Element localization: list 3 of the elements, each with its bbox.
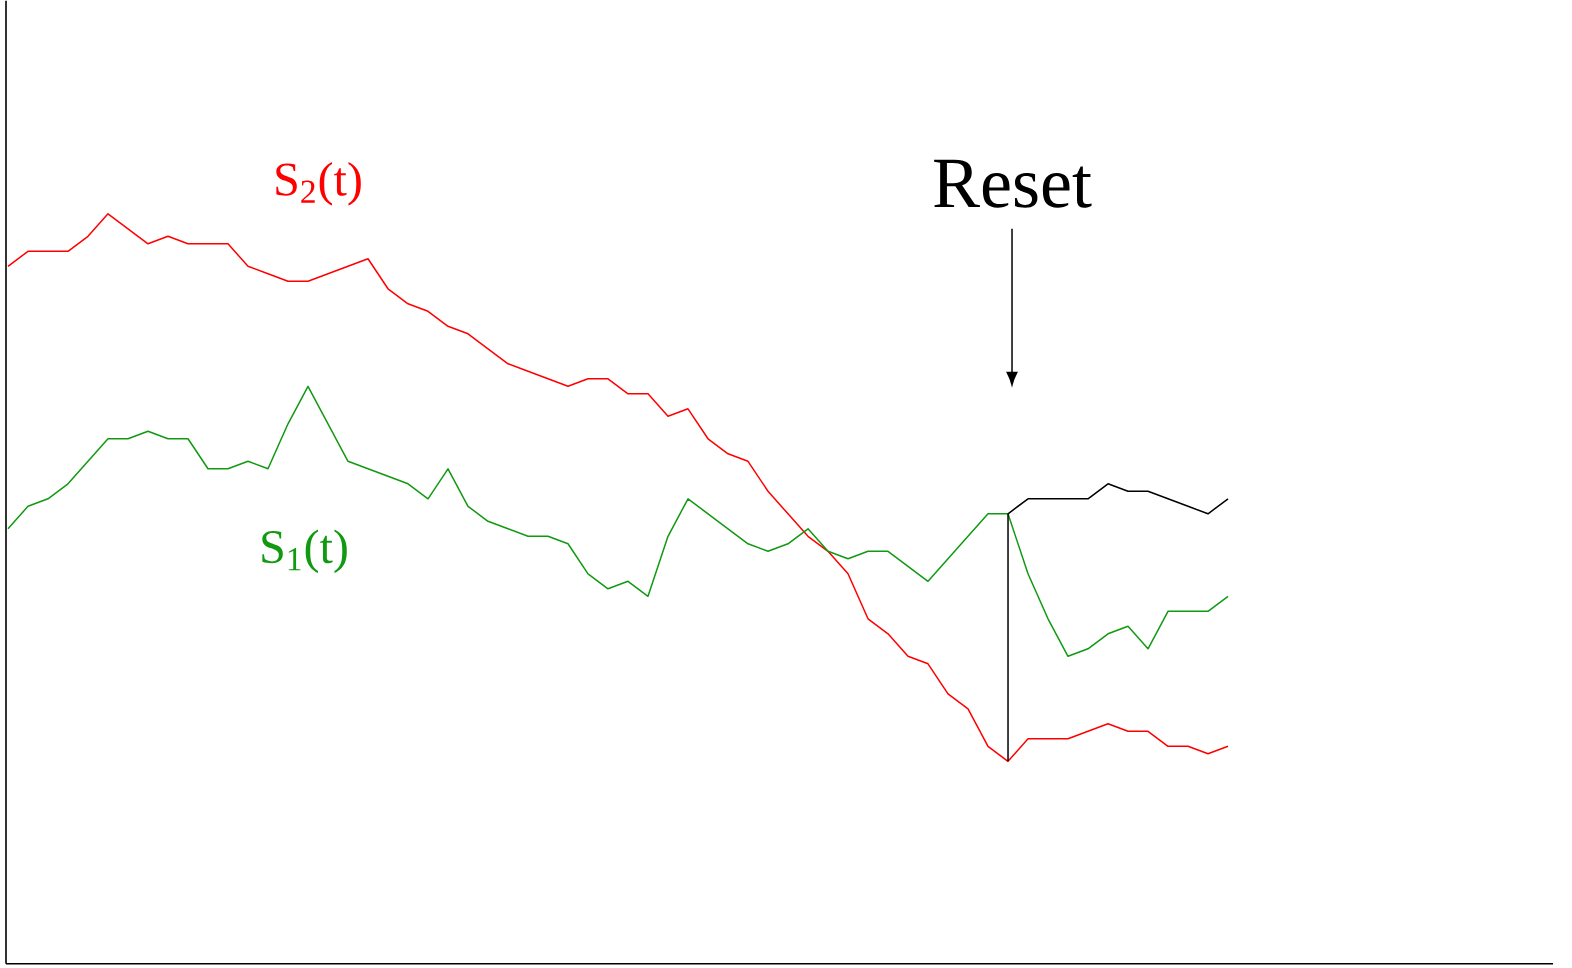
series-label: S$_{2}$(t) [276, 162, 361, 206]
text: Reset [934, 159, 1092, 208]
series-label: S$_{1}$(t) [262, 529, 347, 574]
